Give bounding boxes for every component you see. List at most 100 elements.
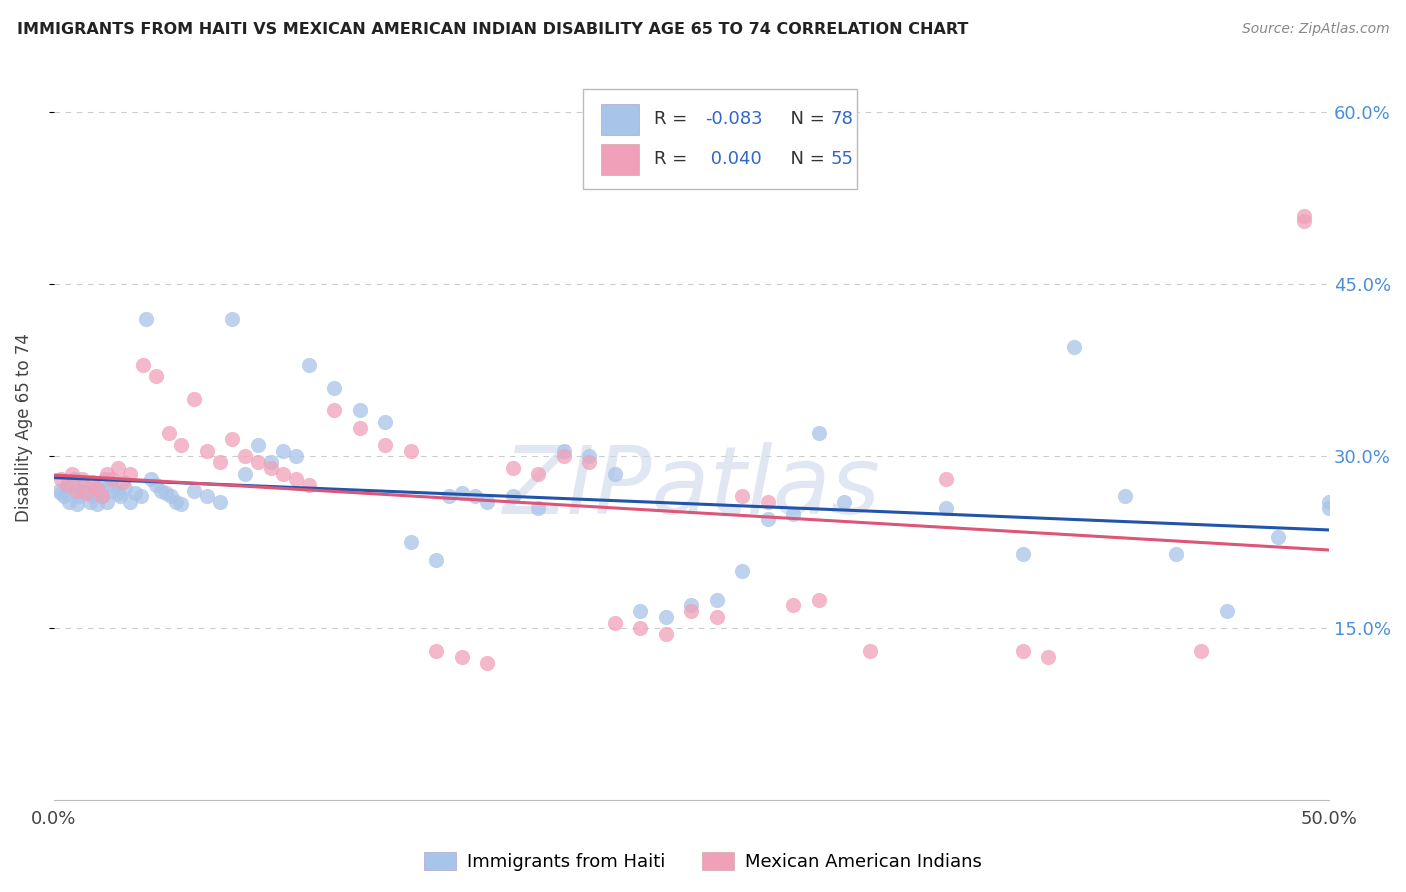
Point	[502, 490, 524, 504]
Point	[86, 482, 108, 496]
Bar	[600, 103, 640, 135]
Point	[756, 495, 779, 509]
Point	[135, 311, 157, 326]
Point	[285, 472, 308, 486]
Point	[259, 460, 281, 475]
Point	[114, 482, 136, 496]
Point	[107, 486, 129, 500]
Point	[60, 478, 83, 492]
Text: IMMIGRANTS FROM HAITI VS MEXICAN AMERICAN INDIAN DISABILITY AGE 65 TO 74 CORRELA: IMMIGRANTS FROM HAITI VS MEXICAN AMERICA…	[17, 22, 969, 37]
Point	[935, 472, 957, 486]
Point	[101, 483, 124, 498]
Text: -0.083: -0.083	[706, 111, 763, 128]
Point	[48, 483, 70, 498]
Point	[655, 627, 678, 641]
Point	[108, 490, 131, 504]
Point	[101, 472, 124, 486]
Point	[477, 495, 499, 509]
Text: R =: R =	[654, 151, 693, 169]
Point	[477, 656, 499, 670]
Point	[107, 460, 129, 475]
Point	[70, 472, 93, 486]
Point	[437, 490, 460, 504]
Point	[1114, 490, 1136, 504]
Point	[298, 478, 321, 492]
Point	[578, 450, 600, 464]
Point	[1012, 547, 1035, 561]
Text: ZIPatlas: ZIPatlas	[502, 442, 880, 533]
Point	[124, 486, 146, 500]
Point	[67, 490, 90, 504]
Point	[603, 467, 626, 481]
Point	[834, 495, 856, 509]
Point	[221, 311, 243, 326]
Point	[233, 450, 256, 464]
Point	[132, 358, 155, 372]
Point	[51, 472, 73, 486]
Point	[464, 490, 486, 504]
Point	[1317, 500, 1340, 515]
Point	[935, 500, 957, 515]
Point	[149, 483, 172, 498]
Point	[55, 482, 77, 496]
Point	[165, 495, 187, 509]
Point	[1191, 644, 1213, 658]
Point	[859, 644, 882, 658]
Point	[66, 483, 89, 498]
Point	[183, 392, 205, 406]
Point	[399, 443, 422, 458]
FancyBboxPatch shape	[583, 88, 858, 189]
Point	[553, 450, 575, 464]
Point	[1292, 209, 1315, 223]
Point	[160, 490, 183, 504]
Point	[425, 644, 447, 658]
Point	[94, 472, 117, 486]
Point	[731, 564, 754, 578]
Point	[323, 403, 346, 417]
Point	[1038, 649, 1060, 664]
Point	[1063, 341, 1085, 355]
Point	[399, 535, 422, 549]
Point	[285, 450, 308, 464]
Point	[83, 482, 105, 496]
Point	[53, 490, 76, 504]
Point	[66, 498, 89, 512]
Point	[145, 478, 167, 492]
Point	[208, 495, 231, 509]
Point	[706, 609, 728, 624]
Point	[79, 495, 101, 509]
Y-axis label: Disability Age 65 to 74: Disability Age 65 to 74	[15, 334, 32, 522]
Point	[451, 486, 474, 500]
Point	[731, 490, 754, 504]
Point	[527, 500, 550, 515]
Point	[86, 498, 108, 512]
Point	[246, 438, 269, 452]
Point	[527, 467, 550, 481]
Point	[96, 495, 118, 509]
Point	[157, 426, 180, 441]
Point	[782, 599, 804, 613]
Point	[89, 483, 111, 498]
Point	[63, 472, 86, 486]
Point	[70, 483, 93, 498]
Point	[273, 443, 295, 458]
Point	[80, 490, 103, 504]
Point	[73, 478, 96, 492]
Point	[98, 478, 121, 492]
Point	[807, 592, 830, 607]
Point	[374, 415, 396, 429]
Text: N =: N =	[779, 111, 831, 128]
Point	[553, 443, 575, 458]
Point	[1164, 547, 1187, 561]
Point	[58, 495, 80, 509]
Point	[807, 426, 830, 441]
Point	[129, 490, 152, 504]
Point	[233, 467, 256, 481]
Point	[170, 498, 193, 512]
Point	[655, 609, 678, 624]
Point	[1292, 214, 1315, 228]
Point	[170, 438, 193, 452]
Point	[208, 455, 231, 469]
Text: 78: 78	[831, 111, 853, 128]
Point	[681, 599, 703, 613]
